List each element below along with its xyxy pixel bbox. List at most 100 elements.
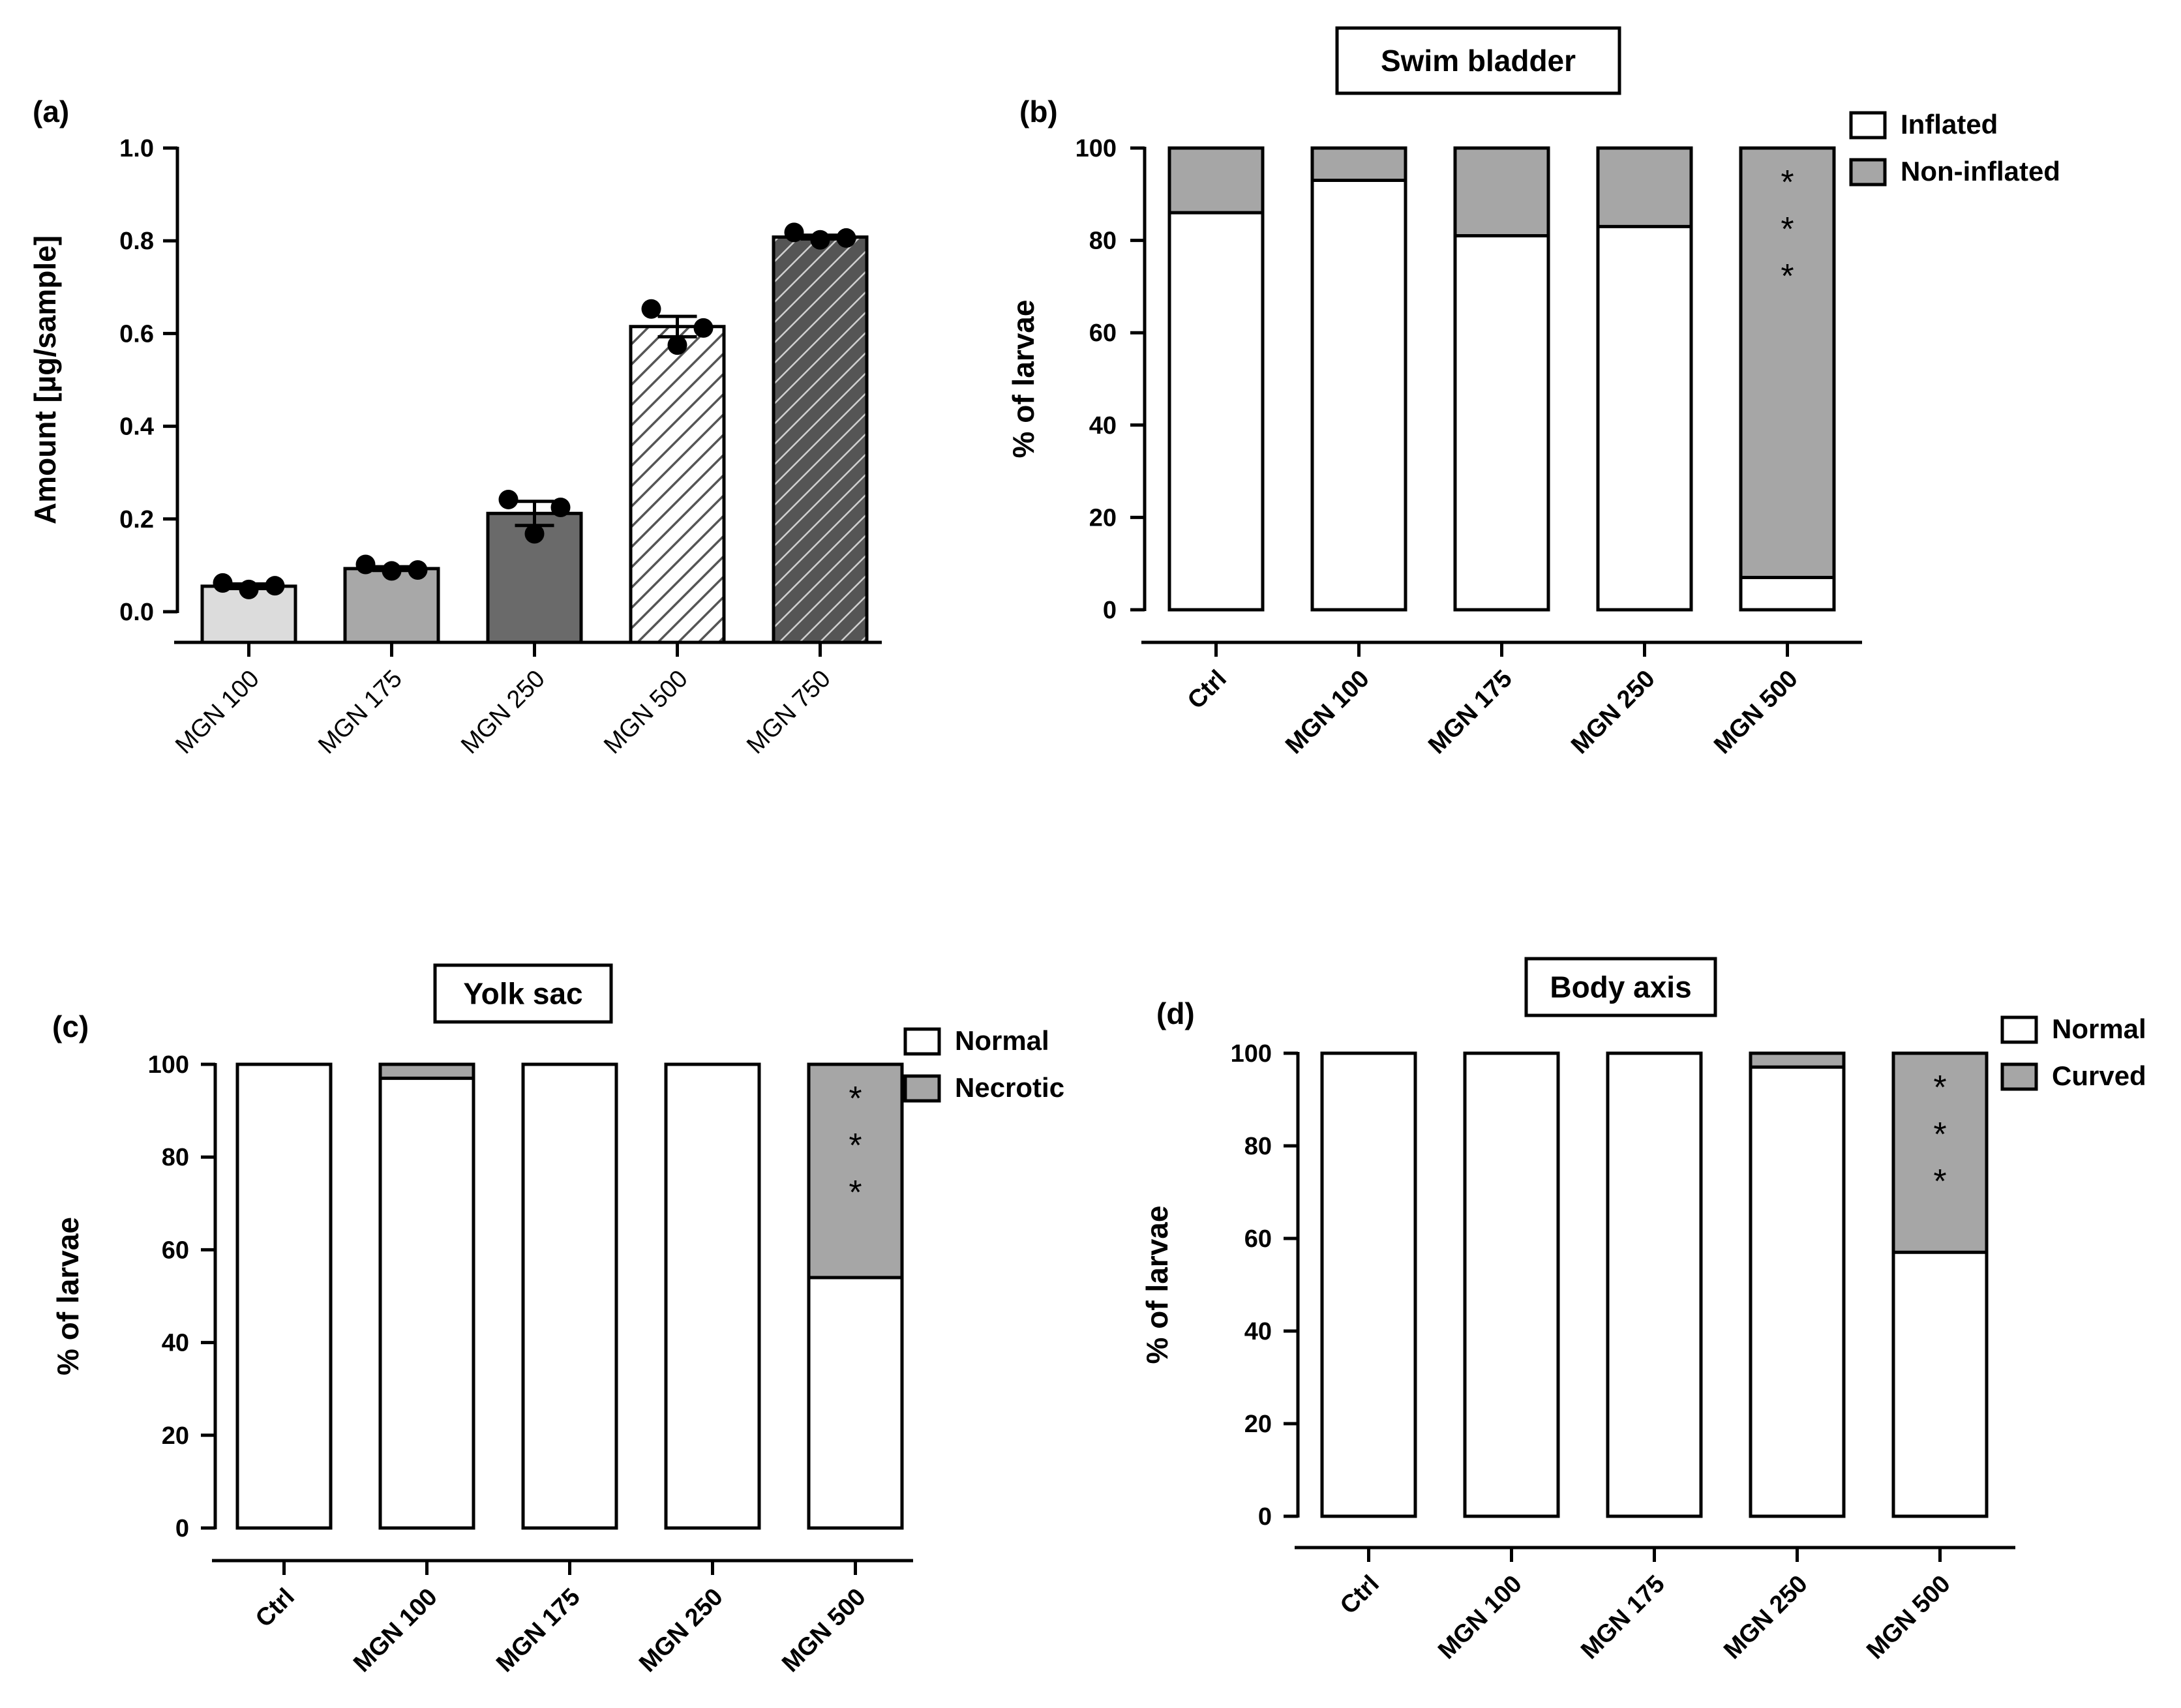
chart-panel-d: (d) Body axis 0 20 40 60 80 100 % of larvae Ctrl M… [1140,957,2146,1665]
bar-outline [235,1062,333,1530]
chart-title-box [1524,957,1717,1017]
legend-label: Non-inflated [1901,156,2060,187]
x-tick-label: MGN 500 [1861,1570,1956,1665]
data-point [784,222,804,243]
data-point [524,524,545,544]
significance-star: * [1933,1116,1946,1154]
bar-outline [1596,146,1693,612]
significance-star: * [1781,164,1794,202]
x-tick-label: MGN 175 [1423,665,1518,760]
y-tick-label: 40 [1089,412,1117,440]
y-tick-label: 80 [1244,1133,1272,1160]
bar-segment-curved [1751,1053,1844,1068]
bar-outline [1739,146,1836,612]
panel-label: (b) [1019,95,1058,128]
y-axis-title: Amount [µg/sample] [28,235,62,524]
bar-segment-non-inflated [1741,148,1834,578]
y-tick-label: 100 [1075,135,1117,162]
x-tick-label: MGN 100 [1433,1570,1527,1665]
bar-segment-non-inflated [1598,148,1691,227]
bar [629,325,726,644]
legend-swatch-normal [903,1027,941,1056]
y-tick-label: 20 [1244,1411,1272,1438]
legend-swatch-normal [2000,1015,2038,1044]
bar-outline [1606,1051,1703,1518]
y-tick-label: 0.4 [119,413,154,441]
x-tick-label: MGN 250 [634,1583,729,1678]
y-tick-label: 60 [1089,320,1117,347]
x-tick-label: MGN 250 [1719,1570,1813,1665]
x-tick-label: MGN 500 [777,1583,871,1678]
bar-segment-normal [1465,1053,1558,1516]
significance-star: * [1781,211,1794,248]
bar-segment-inflated [1455,235,1548,610]
bar-segment-normal [666,1064,759,1528]
bar-segment-non-inflated [1312,148,1406,181]
chart-title: Yolk sac [463,977,582,1011]
bar-outline [1310,146,1407,612]
bar [772,235,869,644]
y-tick-label: 80 [162,1144,189,1171]
data-point [810,230,830,250]
bar-segment-inflated [1169,213,1263,610]
legend-label: Normal [955,1025,1049,1056]
bar-segment-necrotic [809,1064,902,1278]
legend-swatch-curved [2000,1062,2038,1091]
x-tick-label: MGN 500 [1709,665,1803,760]
panel-label: (a) [33,95,69,128]
data-point [408,560,428,580]
y-tick-label: 0.6 [119,320,154,348]
y-axis-title: % of larvae [1006,300,1040,458]
bar-segment-normal [237,1064,331,1528]
bar-outline [1167,146,1265,612]
bar-outline [378,1062,475,1530]
significance-star: * [849,1127,862,1165]
data-point [667,335,687,355]
bar-segment-necrotic [380,1064,474,1079]
y-tick-label: 1.0 [119,135,154,162]
bar-segment-inflated [1598,226,1691,610]
chart-panel-c: (c) Yolk sac 0 20 40 60 80 100 % of larvae Ctrl MG… [51,963,1064,1678]
x-tick-label: Ctrl [1335,1570,1385,1620]
y-tick-label: 60 [162,1236,189,1264]
chart-title-box [1335,26,1621,95]
y-tick-label: 0.8 [119,228,154,255]
y-tick-label: 60 [1244,1225,1272,1253]
data-point [355,554,376,575]
y-tick-label: 100 [1231,1040,1272,1068]
data-point [550,498,571,518]
y-tick-label: 0 [1103,597,1117,624]
chart-title: Body axis [1550,970,1691,1004]
x-tick-label: MGN 175 [313,665,408,760]
bar-segment-inflated [1741,577,1834,610]
x-tick-label: MGN 100 [1280,665,1375,760]
legend-label: Inflated [1901,109,1998,140]
bar-segment-normal [1893,1252,1987,1516]
significance-star: * [849,1174,862,1212]
bar-outline [807,1062,904,1530]
significance-star: * [849,1080,862,1118]
x-tick-label: MGN 100 [348,1583,443,1678]
significance-star: * [1781,258,1794,295]
legend-label: Normal [2052,1013,2146,1044]
x-tick-label: MGN 750 [742,665,836,760]
bar-segment-inflated [1312,180,1406,610]
x-tick-label: MGN 500 [599,665,693,760]
panel-label: (d) [1156,996,1195,1030]
chart-panel-b: (b) Swim bladder 0 20 40 60 80 100 % of larvae Ct… [1006,26,2060,760]
data-point [641,299,661,319]
y-tick-label: 0 [1258,1503,1272,1531]
data-point [693,318,714,338]
data-point [498,489,519,509]
x-tick-label: MGN 175 [1576,1570,1670,1665]
y-tick-label: 0.2 [119,506,154,533]
data-point [239,579,259,599]
y-tick-label: 0 [175,1515,189,1542]
x-tick-label: MGN 175 [491,1583,586,1678]
bar-segment-non-inflated [1169,148,1263,213]
legend-swatch-inflated [1849,111,1887,140]
y-tick-label: 100 [148,1051,189,1079]
bar-segment-normal [1751,1067,1844,1516]
